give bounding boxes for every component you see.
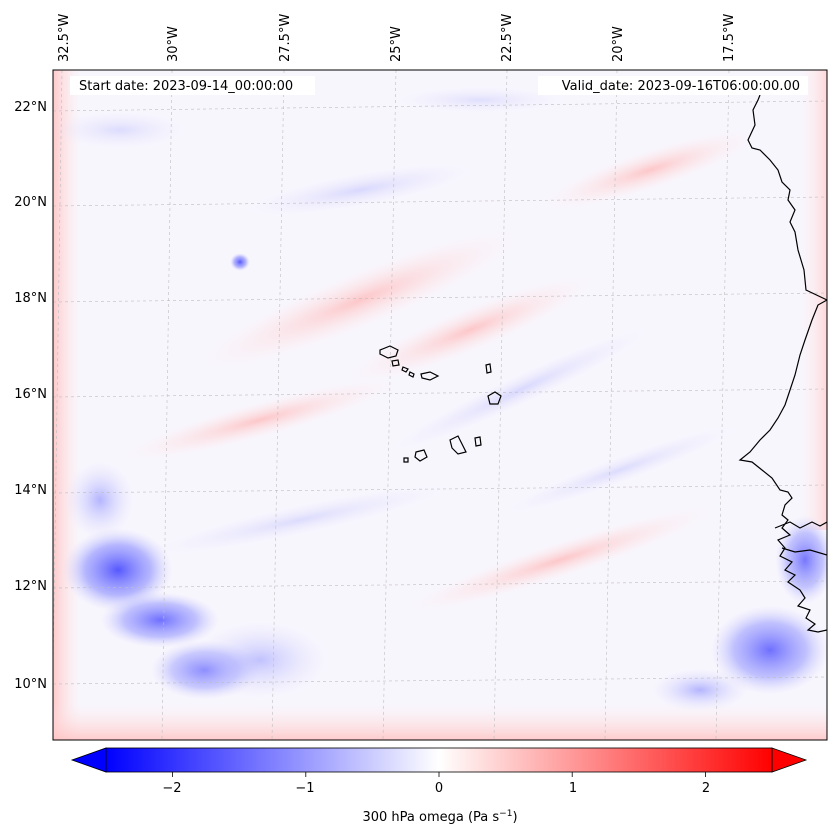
colorbar-extend-high [771,747,808,773]
colorbar-tick-labels: −2 −1 0 1 2 [162,781,710,796]
colorbar-title: 300 hPa omega (Pa s−1) [362,809,517,825]
lon-label: 27.5°W [278,14,293,62]
colorbar-tick-label: 2 [702,781,710,796]
start-date-box [70,76,315,95]
colorbar-tick-label: 0 [435,781,443,796]
lon-label: 22.5°W [500,14,515,62]
lon-label: 17.5°W [722,14,737,62]
lat-label: 12°N [14,579,47,594]
lat-label: 10°N [14,677,47,692]
lon-label: 25°W [389,26,404,62]
start-date-label: Start date: 2023-09-14_00:00:00 [79,79,293,94]
gridlines [53,70,827,740]
colorbar-tick-label: −1 [295,781,314,796]
colorbar-tick-label: 1 [569,781,577,796]
colorbar-body [106,748,772,772]
coastlines [379,94,827,633]
omega-field [53,70,827,740]
colorbar-extend-low [70,747,107,773]
lat-label: 20°N [14,195,47,210]
colorbar: −2 −1 0 1 2 300 hPa omega (Pa s−1) [70,747,808,825]
valid-date-label: Valid_date: 2023-09-16T06:00:00.00 [562,79,800,94]
lon-label: 30°W [166,26,181,62]
colorbar-tick-label: −2 [162,781,181,796]
map-frame [52,69,828,741]
lat-label: 14°N [14,483,47,498]
valid-date-box [538,76,808,95]
lat-label: 22°N [14,100,47,115]
colorbar-ticks [172,772,706,777]
lon-label: 20°W [611,26,626,62]
lon-label: 32.5°W [57,14,72,62]
lat-label: 16°N [14,387,47,402]
lat-label: 18°N [14,291,47,306]
latitude-labels: 22°N 20°N 18°N 16°N 14°N 12°N 10°N [14,100,47,692]
longitude-labels: 32.5°W 30°W 27.5°W 25°W 22.5°W 20°W 17.5… [57,14,737,62]
